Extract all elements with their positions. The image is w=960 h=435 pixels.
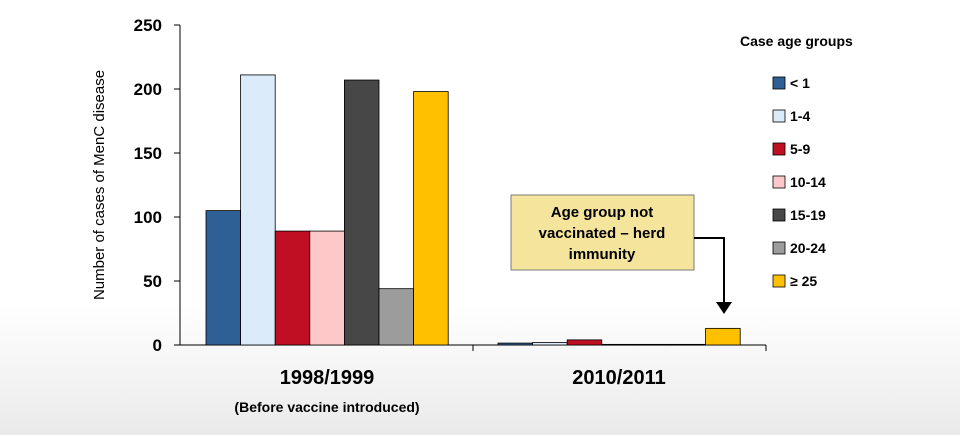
legend-swatch [772, 109, 786, 123]
bar [532, 342, 568, 346]
category-label-2010-2011: 2010/2011 [572, 367, 665, 389]
legend-label: 1-4 [790, 108, 810, 124]
bar [343, 79, 380, 346]
bar [670, 343, 706, 346]
bar [566, 339, 603, 346]
annotation-box [510, 194, 695, 271]
legend-label: ≥ 25 [790, 273, 817, 289]
annotation-arrowhead [716, 302, 732, 314]
annotation-line-3: immunity [569, 246, 636, 263]
y-tick-label: 200 [134, 80, 162, 99]
y-ticks: 0 50 100 150 200 250 [134, 16, 180, 355]
annotation: Age group not vaccinated – herd immunity [510, 194, 732, 314]
legend-swatch [772, 274, 786, 288]
y-tick-label: 50 [143, 272, 162, 291]
legend-swatch [772, 76, 786, 90]
bar [413, 91, 449, 346]
annotation-line-1: Age group not [551, 204, 653, 221]
annotation-arrow-line [694, 237, 725, 304]
legend-label: 5-9 [790, 141, 810, 157]
category-sublabel-before-vaccine: (Before vaccine introduced) [234, 399, 419, 415]
bar [309, 230, 345, 346]
bar [636, 343, 672, 346]
bar [274, 230, 311, 346]
bar [601, 343, 637, 346]
x-axis: 1998/1999 (Before vaccine introduced) 20… [180, 344, 767, 415]
bars [205, 74, 741, 346]
legend-label: 15-19 [790, 207, 826, 223]
legend-swatch [772, 241, 786, 255]
bar [497, 342, 533, 346]
legend-label: 20-24 [790, 240, 826, 256]
category-label-1998-1999: 1998/1999 [280, 367, 375, 389]
legend-swatch [772, 175, 786, 189]
y-axis: 0 50 100 150 200 250 Number of cases of MenC … [91, 16, 181, 355]
y-tick-label: 0 [153, 336, 162, 355]
legend-label: < 1 [790, 75, 810, 91]
legend-label: 10-14 [790, 174, 826, 190]
legend-swatch [772, 142, 786, 156]
bar [240, 74, 276, 346]
annotation-line-2: vaccinated – herd [539, 225, 666, 242]
y-axis-label: Number of cases of MenC disease [91, 70, 108, 300]
legend-items: < 1 1-4 5-9 10-14 15-19 20-24 ≥ 25 [772, 75, 826, 289]
y-tick-label: 250 [134, 16, 162, 35]
legend-title: Case age groups [740, 33, 853, 49]
legend-swatch [772, 208, 786, 222]
bar [378, 288, 414, 346]
y-tick-label: 100 [134, 208, 162, 227]
bar [205, 210, 241, 346]
legend: Case age groups < 1 1-4 5-9 10-14 15-19 20-24… [740, 33, 853, 289]
bar [705, 327, 741, 346]
y-tick-label: 150 [134, 144, 162, 163]
